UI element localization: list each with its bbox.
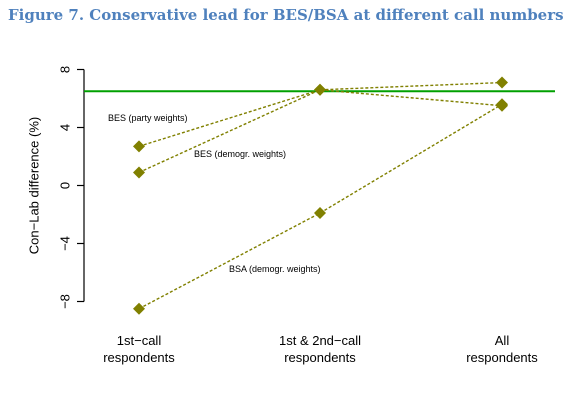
- y-tick-label: 8: [58, 66, 73, 73]
- data-point: [133, 166, 145, 179]
- y-axis: −8 −4 0 4 8 Con−Lab difference (%): [27, 66, 85, 309]
- series-label: BES (demogr. weights): [194, 149, 286, 159]
- series-label: BSA (demogr. weights): [229, 264, 321, 274]
- y-tick-label: −4: [58, 236, 73, 251]
- data-point: [496, 98, 508, 111]
- y-axis-title: Con−Lab difference (%): [27, 117, 42, 254]
- x-category-label: respondents: [103, 350, 175, 365]
- figure-title: Figure 7. Conservative lead for BES/BSA …: [8, 6, 564, 24]
- series-line: [138, 81, 503, 148]
- y-tick-label: 0: [58, 182, 73, 189]
- series-layer: [133, 76, 508, 315]
- series-label: BES (party weights): [108, 113, 188, 123]
- data-point: [314, 207, 326, 220]
- x-category-label: respondents: [284, 350, 356, 365]
- y-tick-label: 4: [58, 124, 73, 131]
- x-category-label: 1st & 2nd−call: [279, 333, 361, 348]
- data-point: [314, 83, 326, 96]
- y-tick-label: −8: [58, 294, 73, 309]
- x-category-label: All: [495, 333, 510, 348]
- data-point: [133, 140, 145, 153]
- series-3: [133, 98, 508, 315]
- data-point: [496, 76, 508, 89]
- label-layer: BES (party weights) BES (demogr. weights)…: [103, 113, 538, 365]
- series-line: [138, 89, 503, 174]
- data-point: [133, 302, 145, 315]
- series-line: [138, 103, 503, 310]
- x-category-label: respondents: [466, 350, 538, 365]
- x-category-label: 1st−call: [117, 333, 162, 348]
